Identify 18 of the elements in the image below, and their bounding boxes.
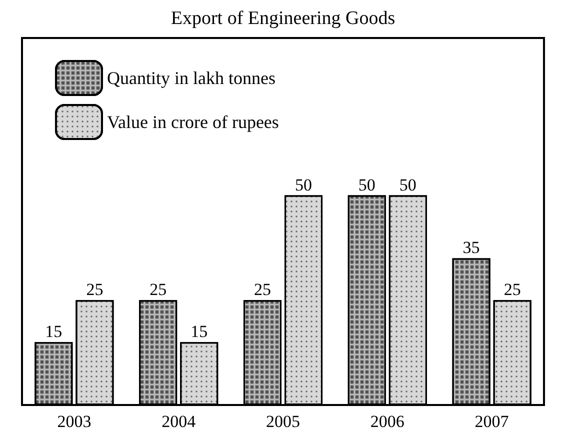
x-tick-label: 2004 (162, 412, 196, 431)
data-label: 15 (45, 322, 62, 342)
data-label: 25 (86, 280, 104, 300)
x-tick-label: 2005 (266, 412, 300, 431)
data-label: 35 (462, 238, 480, 258)
x-tick-label: 2006 (370, 412, 404, 431)
x-tick-label: 2003 (57, 412, 92, 431)
data-label: 25 (504, 280, 521, 300)
legend-label: Value in crore of rupees (107, 112, 279, 132)
data-label: 50 (358, 175, 376, 194)
data-label: 25 (254, 280, 271, 300)
x-tick-label: 2007 (474, 412, 510, 431)
data-label: 15 (190, 322, 208, 342)
data-label: 25 (150, 280, 167, 300)
data-label: 50 (295, 175, 312, 194)
chart-title: Export of Engineering Goods (170, 8, 396, 29)
legend-label: Quantity in lakh tonnes (107, 68, 276, 88)
data-label: 50 (399, 175, 416, 194)
